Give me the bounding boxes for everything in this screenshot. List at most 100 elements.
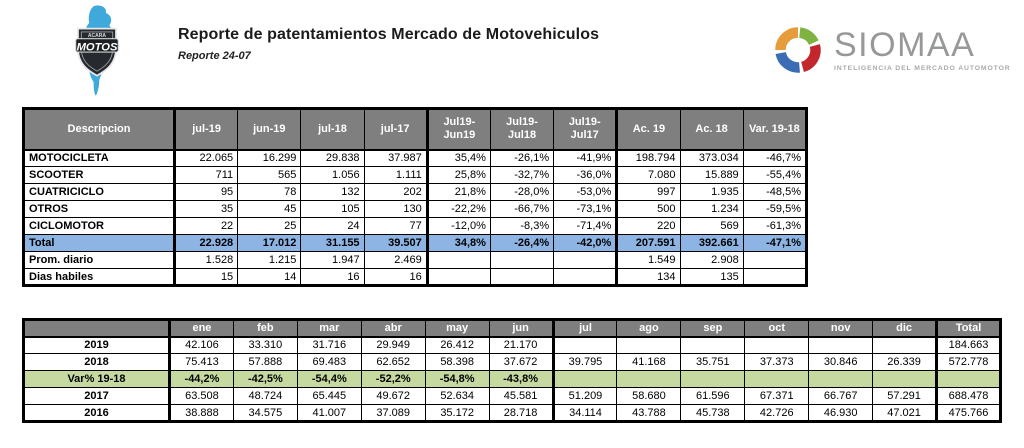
table-cell: -61,3%: [742, 217, 808, 235]
siomaa-logo: SIOMAA INTELIGENCIA DEL MERCADO AUTOMOTO…: [770, 22, 1011, 78]
ring-blue-segment: [775, 51, 800, 73]
table-cell: [616, 336, 682, 354]
table-cell: 22.928: [172, 234, 239, 252]
table-row: Prom. diario 1.528 1.215 1.947 2.469 1.549 2.9…: [23, 251, 808, 269]
siomaa-wordmark: SIOMAA: [834, 26, 976, 64]
table-cell: 69.483: [296, 353, 362, 371]
column-header: ene: [168, 319, 234, 338]
table-cell: -26,4%: [489, 234, 555, 252]
patentamientos-summary-table: Descripcion jul-19 jun-19 jul-18 jul-17 Jul19…: [22, 107, 808, 287]
table-cell: -52,2%: [360, 370, 426, 388]
table-cell: 500: [615, 200, 681, 218]
table-cell: -41,9%: [553, 149, 618, 167]
table-cell: [489, 251, 555, 269]
table-row: SCOOTER 711 565 1.056 1.111 25,8% -32,7% -36,0%…: [23, 166, 808, 184]
table-cell: 37.987: [363, 149, 428, 167]
table-cell: 135: [679, 268, 744, 286]
table-cell: 35: [172, 200, 239, 218]
table-cell: 67.371: [744, 387, 810, 405]
table-cell: 45.738: [680, 404, 746, 422]
table-cell: 34.114: [551, 404, 618, 422]
table-cell: 688.478: [935, 387, 1001, 405]
table-cell: -66,7%: [489, 200, 555, 218]
title-block: Reporte de patentamientos Mercado de Mot…: [178, 26, 599, 62]
table-cell: -71,4%: [553, 217, 618, 235]
table-cell: 132: [300, 183, 365, 201]
table-cell: 22.065: [172, 149, 239, 167]
table-cell: 57.291: [872, 387, 938, 405]
row-label: Total: [23, 234, 175, 252]
row-label: 2016: [23, 404, 170, 422]
table-cell: 16.299: [237, 149, 302, 167]
table-cell: 997: [615, 183, 681, 201]
table-row: Dias habiles 15 14 16 16 134 135: [23, 268, 808, 286]
table-cell: 41.007: [296, 404, 362, 422]
table-cell: 14: [237, 268, 302, 286]
table-cell: 34,8%: [425, 234, 491, 252]
table-cell: 475.766: [935, 404, 1001, 422]
row-label: CUATRICICLO: [23, 183, 175, 201]
acara-text: ACARA: [88, 33, 106, 39]
table-cell: 42.106: [168, 336, 234, 354]
table-cell: 37.089: [360, 404, 426, 422]
row-label: SCOOTER: [23, 166, 175, 184]
table-cell: 29.949: [360, 336, 426, 354]
table-cell: 52.634: [424, 387, 490, 405]
table-cell: 34.575: [232, 404, 298, 422]
table-cell: 33.310: [232, 336, 298, 354]
column-header: jul-19: [172, 108, 239, 151]
table-cell: 78: [237, 183, 302, 201]
row-label: CICLOMOTOR: [23, 217, 175, 235]
table-cell: 37.672: [488, 353, 554, 371]
table-cell: [551, 336, 618, 354]
table-cell: [553, 251, 618, 269]
column-header: abr: [360, 319, 426, 338]
column-header: feb: [232, 319, 298, 338]
report-number: Reporte 24-07: [178, 50, 251, 62]
column-header: Total: [935, 319, 1001, 338]
table-cell: [425, 251, 491, 269]
table-cell: 198.794: [615, 149, 681, 167]
acara-motos-logo-graphic: ACARA MOTOS: [75, 5, 119, 96]
table-cell: -47,1%: [742, 234, 808, 252]
table-cell: 95: [172, 183, 239, 201]
table-cell: -54,4%: [296, 370, 362, 388]
table-cell: 15.889: [679, 166, 744, 184]
table-cell: 51.209: [551, 387, 618, 405]
table-cell: -46,7%: [742, 149, 808, 167]
column-header: jul: [551, 319, 618, 338]
table-cell: [742, 251, 808, 269]
table-cell: -44,2%: [168, 370, 234, 388]
column-header: Jul19- Jul18: [489, 108, 555, 151]
table-cell: 45.581: [488, 387, 554, 405]
monthly-history-table: ene feb mar abr may jun jul ago sep oct nov dic Tota…: [22, 318, 1002, 423]
table-cell: 1.234: [679, 200, 744, 218]
table-cell: 134: [615, 268, 681, 286]
table-cell: 1.111: [363, 166, 428, 184]
table-cell: 41.168: [616, 353, 682, 371]
table-cell: 7.080: [615, 166, 681, 184]
table-row: 2018 75.413 57.888 69.483 62.652 58.398 37.672…: [23, 353, 1001, 371]
column-header: mar: [296, 319, 362, 338]
table-cell: -55,4%: [742, 166, 808, 184]
table-cell: -32,7%: [489, 166, 555, 184]
summary-header-row: Descripcion jul-19 jun-19 jul-18 jul-17 Jul19…: [23, 108, 808, 151]
table-cell: 77: [363, 217, 428, 235]
table-cell: 25,8%: [425, 166, 491, 184]
row-label: 2018: [23, 353, 170, 371]
column-header: Ac. 19: [615, 108, 681, 151]
table-cell: [680, 336, 746, 354]
table-cell: -43,8%: [488, 370, 554, 388]
table-cell: -73,1%: [553, 200, 618, 218]
column-header: nov: [808, 319, 874, 338]
table-cell: 75.413: [168, 353, 234, 371]
column-header: ago: [616, 319, 682, 338]
row-label-column-header: Descripcion: [23, 108, 175, 151]
table-cell: 26.412: [424, 336, 490, 354]
table-cell: 2.469: [363, 251, 428, 269]
table-cell: [744, 336, 810, 354]
table-cell: 392.661: [679, 234, 744, 252]
table-cell: [680, 370, 746, 388]
row-label: Var% 19-18: [23, 370, 170, 388]
